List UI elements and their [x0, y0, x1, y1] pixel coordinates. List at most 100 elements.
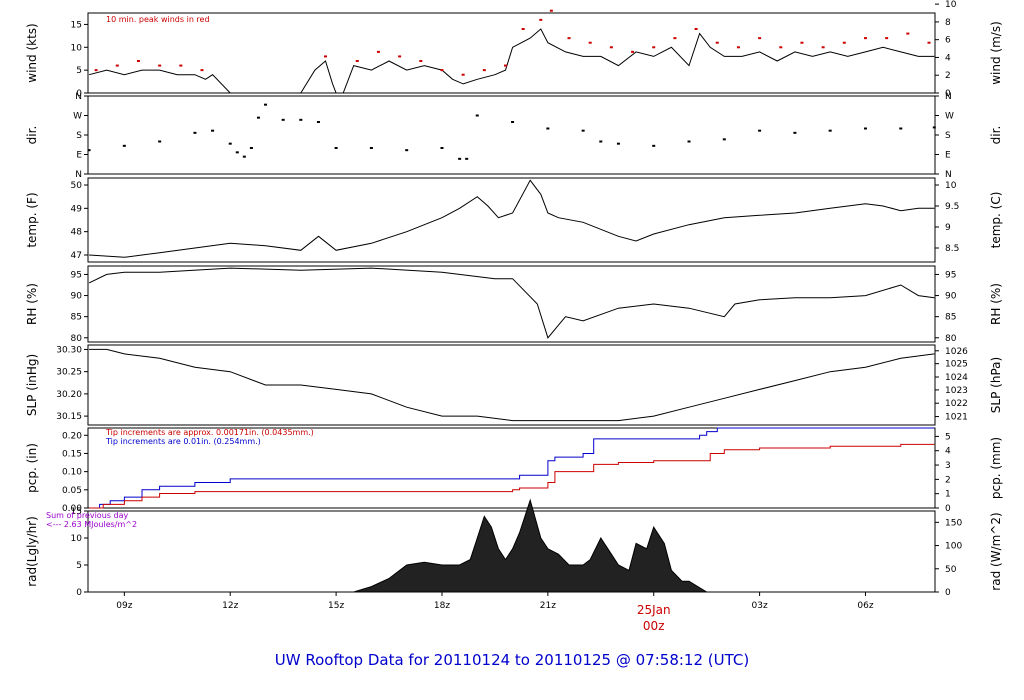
right-tick-label: 0 — [945, 504, 951, 514]
series-point-wind — [652, 46, 656, 49]
series-point-wind — [736, 46, 740, 49]
series-point-dir — [758, 129, 762, 132]
y-axis-label-left: pcp. (in) — [25, 443, 39, 493]
series-point-wind — [200, 69, 204, 72]
left-tick-label: 49 — [71, 204, 83, 214]
series-point-wind — [398, 55, 402, 58]
series-point-dir — [158, 140, 162, 143]
right-tick-label: 150 — [945, 518, 962, 528]
series-point-wind — [779, 46, 783, 49]
right-tick-label: 1025 — [945, 360, 968, 370]
left-tick-label: 90 — [71, 292, 83, 302]
left-tick-label: 47 — [71, 251, 82, 261]
y-axis-label-left: temp. (F) — [25, 192, 39, 247]
series-step-red — [89, 443, 935, 509]
left-tick-label: N — [75, 170, 82, 180]
series-point-wind — [504, 64, 508, 67]
series-point-wind — [885, 37, 889, 40]
right-tick-label: 90 — [945, 292, 957, 302]
series-point-dir — [87, 149, 91, 152]
series-point-dir — [475, 114, 479, 117]
right-tick-label: 8 — [945, 18, 951, 28]
y-axis-label-left: rad(Lgly/hr) — [25, 516, 39, 587]
series-point-wind — [863, 37, 867, 40]
series-point-wind — [419, 60, 423, 62]
right-tick-label: 80 — [945, 334, 957, 344]
left-tick-label: 0.15 — [62, 449, 82, 459]
x-tick-label: 18z — [434, 601, 450, 611]
left-tick-label: 30.15 — [56, 412, 82, 422]
right-tick-label: 1024 — [945, 373, 968, 383]
right-tick-label: 1026 — [945, 347, 968, 357]
x-tick-label: 09z — [116, 601, 132, 611]
series-point-wind — [758, 37, 762, 40]
right-tick-label: 9.5 — [945, 202, 959, 212]
left-tick-label: 0.20 — [62, 431, 82, 441]
right-tick-label: 4 — [945, 53, 951, 63]
series-point-dir — [249, 147, 253, 149]
right-tick-label: 0 — [945, 588, 951, 598]
x-tick-label: 03z — [752, 601, 768, 611]
right-tick-label: 10 — [945, 181, 957, 191]
series-point-wind — [461, 73, 465, 76]
series-point-dir — [899, 127, 903, 130]
right-tick-label: 1 — [945, 490, 951, 500]
series-line-rh — [88, 267, 935, 339]
y-axis-label-right: pcp. (mm) — [989, 437, 1003, 499]
panel-frame-wind — [87, 12, 936, 94]
panel-frame-rh — [87, 265, 936, 343]
left-tick-label: 5 — [76, 66, 82, 76]
series-point-dir — [193, 131, 197, 134]
panel-frame-pcp — [87, 427, 936, 509]
right-tick-label: 2 — [945, 71, 951, 81]
right-tick-label: 8.5 — [945, 244, 959, 254]
series-point-wind — [376, 50, 380, 53]
left-tick-label: 48 — [71, 228, 83, 238]
right-tick-label: 9 — [945, 223, 951, 233]
series-point-wind — [588, 41, 592, 44]
series-point-dir — [599, 140, 603, 143]
series-point-dir — [465, 157, 469, 160]
right-tick-label: 10 — [945, 0, 957, 10]
series-point-wind — [136, 60, 140, 62]
y-axis-label-right: dir. — [989, 126, 1003, 145]
series-point-wind — [539, 18, 543, 21]
series-point-dir — [511, 121, 515, 123]
right-tick-label: 100 — [945, 542, 962, 552]
left-tick-label: 15 — [71, 507, 82, 517]
right-tick-label: 0 — [945, 89, 951, 99]
series-point-wind — [927, 41, 931, 44]
series-point-dir — [687, 140, 691, 143]
y-axis-label-right: rad (W/m^2) — [989, 512, 1003, 590]
right-tick-label: N — [945, 92, 952, 102]
right-tick-label: 4 — [945, 447, 951, 457]
series-point-dir — [281, 118, 285, 121]
series-point-dir — [334, 147, 338, 149]
series-point-dir — [122, 144, 126, 147]
series-point-dir — [369, 147, 373, 149]
right-tick-label: N — [945, 170, 952, 180]
panel-frame-temp — [87, 177, 936, 263]
series-point-wind — [631, 50, 635, 53]
series-point-dir — [235, 151, 239, 154]
left-tick-label: 0 — [76, 588, 82, 598]
y-axis-label-left: RH (%) — [25, 283, 39, 325]
series-point-wind — [355, 60, 359, 62]
series-point-wind — [906, 32, 910, 35]
y-axis-label-right: wind (m/s) — [989, 21, 1003, 85]
right-tick-label: 1021 — [945, 413, 968, 423]
right-tick-label: 1022 — [945, 399, 968, 409]
series-point-dir — [458, 157, 462, 160]
left-tick-label: E — [76, 151, 82, 161]
y-axis-label-left: dir. — [25, 126, 39, 145]
panel-frame-dir — [87, 95, 936, 175]
series-line-wind — [88, 28, 935, 94]
series-point-wind — [440, 69, 444, 72]
series-point-wind — [158, 64, 162, 67]
series-point-dir — [581, 129, 585, 132]
series-point-wind — [821, 46, 825, 49]
series-point-wind — [324, 55, 328, 58]
left-tick-label: 30.20 — [56, 390, 82, 400]
series-point-wind — [567, 37, 571, 40]
